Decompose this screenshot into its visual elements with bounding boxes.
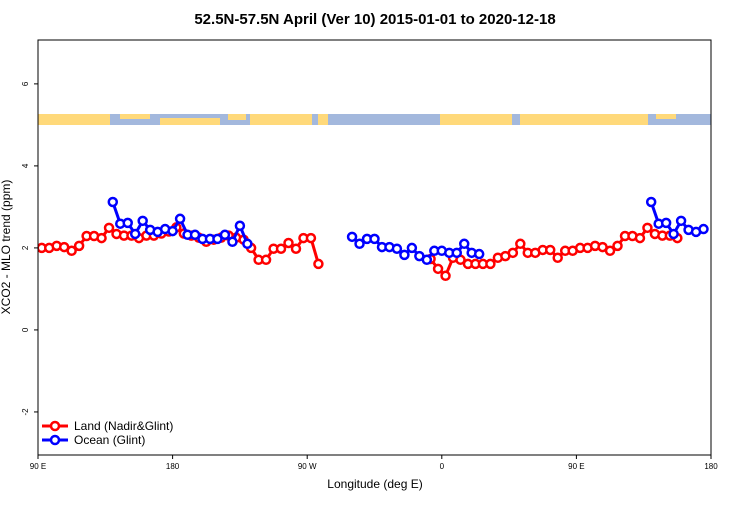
land-band [440,114,512,125]
data-point [73,240,85,252]
data-point [305,232,317,244]
land-band [520,114,648,125]
land-band [120,114,150,119]
data-point [219,229,231,241]
legend: Land (Nadir&Glint)Ocean (Glint) [42,419,173,447]
data-point [507,247,519,259]
y-axis-label: XCO2 - MLO trend (ppm) [0,180,13,315]
legend-marker [49,434,61,446]
data-point [129,228,141,240]
data-point [227,236,238,248]
data-point [399,249,410,261]
legend-label: Land (Nadir&Glint) [74,419,173,433]
land-band [250,114,312,125]
data-point [234,220,246,232]
x-tick-label: 90 E [568,462,584,471]
data-point [290,243,302,254]
data-point [552,252,563,264]
x-axis-label: Longitude (deg E) [327,477,422,491]
data-point [485,258,496,270]
data-point [515,238,526,250]
land-band [228,114,246,120]
data-point [675,215,687,227]
y-tick-label: -2 [21,408,30,416]
data-point [122,217,133,229]
data-point [698,223,709,235]
data-point [369,233,380,245]
land-band [656,114,676,119]
land-ocean-band [38,114,711,125]
x-tick-label: 180 [166,462,180,471]
data-point [242,238,253,250]
data-point [421,254,433,266]
data-point [432,263,444,275]
data-point [167,225,178,237]
data-point [354,238,365,250]
data-point [212,233,223,245]
data-point [260,254,272,266]
land-band [318,114,328,125]
x-tick-label: 90 W [298,462,317,471]
data-point [406,242,418,254]
chart-title: 52.5N-57.5N April (Ver 10) 2015-01-01 to… [194,11,555,28]
data-point [313,258,324,270]
data-point [96,232,107,244]
y-tick-label: 2 [21,245,30,250]
data-point [346,231,358,243]
data-point [544,244,556,256]
x-tick-label: 90 E [30,462,46,471]
legend-label: Ocean (Glint) [74,433,145,447]
x-tick-label: 180 [704,462,718,471]
data-point [391,243,403,254]
data-point [440,270,451,282]
data-point [66,245,77,257]
data-point [660,217,672,229]
y-tick-label: 0 [21,327,30,332]
legend-marker [49,420,61,432]
data-point [174,213,186,225]
data-point [107,196,119,208]
y-tick-label: 4 [21,163,30,168]
y-tick-label: 6 [21,81,30,86]
ocean-band [38,114,711,125]
data-point [634,232,646,244]
data-point [283,237,294,249]
data-point [189,229,201,241]
plot-area [38,196,709,282]
data-point [137,215,148,227]
data-point [451,247,463,259]
data-point [612,240,623,252]
data-point [458,238,470,250]
data-point [604,245,616,257]
data-point [103,222,115,234]
data-point [668,228,679,240]
x-tick-label: 0 [440,462,445,471]
data-point [473,248,485,260]
land-band [160,118,220,125]
data-point [645,196,657,208]
land-band [38,114,110,125]
data-point [275,243,287,254]
data-point [642,222,653,234]
